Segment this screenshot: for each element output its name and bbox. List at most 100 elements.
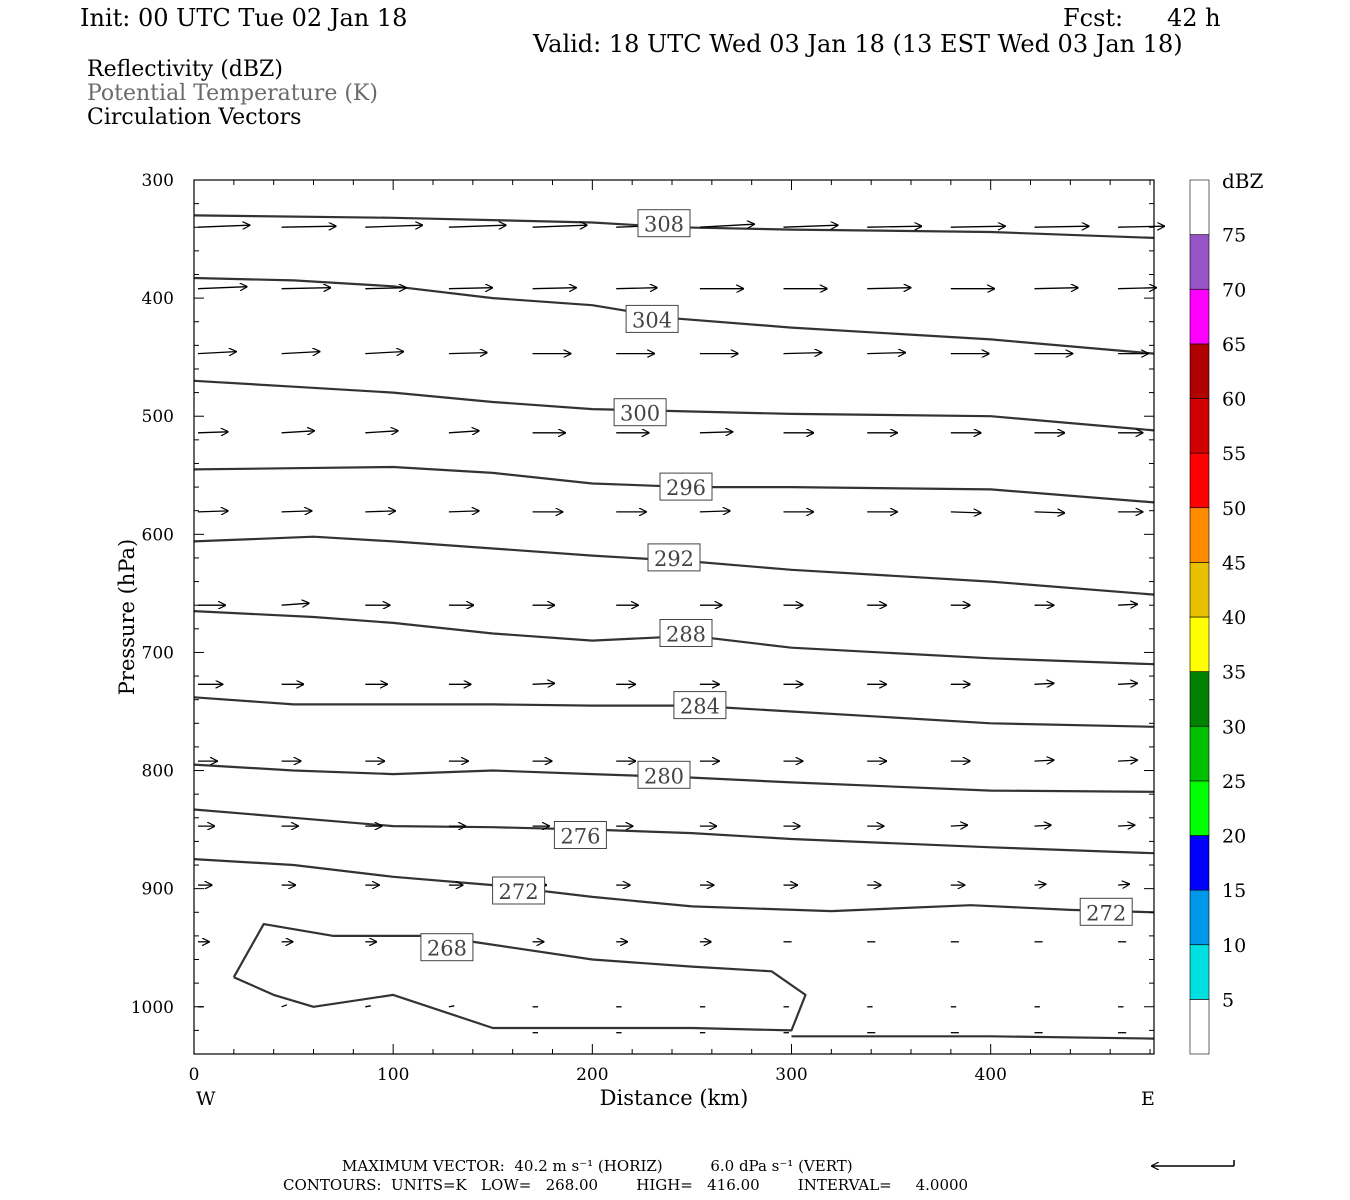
circulation-vector (699, 511, 730, 512)
circulation-vector (197, 287, 247, 289)
colorbar-swatch (1189, 725, 1210, 782)
circulation-vector (532, 225, 587, 227)
circulation-vector (281, 226, 336, 227)
contour-label-text: 308 (644, 213, 684, 237)
x-tick-label: 400 (974, 1065, 1006, 1085)
circulation-vector (532, 683, 555, 684)
circulation-vector (1118, 226, 1164, 227)
circulation-vector (281, 431, 314, 433)
y-tick-label: 600 (142, 525, 174, 545)
colorbar-label: 45 (1222, 552, 1246, 574)
field-reflectivity: Reflectivity (dBZ) (87, 57, 283, 82)
colorbar-swatch (1189, 780, 1210, 836)
colorbar-swatch (1189, 507, 1210, 563)
contour-label: 272 (492, 876, 546, 905)
circulation-vector (1118, 825, 1134, 826)
contour-line-280 (193, 763, 1155, 793)
contour-label-text: 288 (666, 623, 706, 647)
y-tick-label: 700 (142, 643, 174, 663)
y-tick-label: 900 (142, 880, 174, 900)
colorbar-swatch (1189, 671, 1210, 727)
field-circulation-vectors: Circulation Vectors (87, 105, 302, 130)
contour-label-text: 280 (644, 764, 684, 788)
circulation-vector (281, 603, 309, 605)
y-axis-title: Pressure (hPa) (115, 539, 139, 695)
contour-label-text: 300 (620, 402, 660, 426)
contour-label-text: 268 (427, 937, 467, 961)
circulation-vector (867, 353, 905, 354)
contour-label-text: 296 (666, 476, 706, 500)
circulation-vector (197, 432, 228, 433)
contour-label-text: 272 (499, 880, 539, 904)
circulation-vector (783, 353, 822, 354)
contour-line-292 (193, 535, 1155, 596)
init-time: Init: 00 UTC Tue 02 Jan 18 (80, 4, 408, 32)
circulation-vector (448, 431, 479, 433)
contour-line-288 (193, 610, 1155, 666)
colorbar-swatch (1189, 999, 1210, 1055)
contour-label-text: 284 (680, 695, 720, 719)
circulation-vector (1034, 226, 1089, 227)
contour-label-text: 272 (1086, 901, 1126, 925)
x-tick-label: 100 (377, 1065, 409, 1085)
circulation-vector (1118, 683, 1137, 684)
contour-line-surface (791, 1035, 1155, 1040)
y-tick-label: 300 (142, 171, 174, 191)
colorbar-swatch (1189, 944, 1210, 1000)
circulation-vector (1118, 604, 1137, 605)
colorbar-label: 70 (1222, 279, 1246, 301)
contours-note: CONTOURS: UNITS=K LOW= 268.00 HIGH= 416.… (283, 1176, 969, 1194)
x-tick-label: 300 (775, 1065, 807, 1085)
circulation-vector (281, 288, 331, 289)
circulation-vector (197, 225, 249, 227)
circulation-vector (616, 288, 657, 289)
colorbar-label: 40 (1222, 607, 1246, 629)
circulation-vector (365, 511, 395, 512)
x-tick-label: 200 (576, 1065, 608, 1085)
circulation-vector (365, 225, 422, 227)
forecast-hours: 42 h (1167, 4, 1221, 32)
colorbar-swatch (1189, 234, 1210, 290)
colorbar-swatch (1189, 343, 1210, 399)
circulation-vector (1118, 884, 1129, 885)
y-tick-label: 1000 (131, 998, 174, 1018)
circulation-vector (1034, 512, 1065, 513)
colorbar-swatch (1189, 398, 1210, 454)
x-tick-label: 0 (189, 1065, 200, 1085)
circulation-vector (448, 225, 506, 227)
contour-label: 296 (659, 472, 713, 501)
y-tick-label: 800 (142, 762, 174, 782)
colorbar-label: 20 (1222, 826, 1246, 848)
x-end-label-east: E (1141, 1088, 1155, 1110)
circulation-vector (1034, 760, 1054, 761)
contour-line-276 (193, 808, 1155, 855)
y-tick-label: 500 (142, 407, 174, 427)
colorbar-swatch (1189, 452, 1210, 509)
x-axis-title: Distance (km) (600, 1086, 749, 1110)
colorbar-swatch (1189, 562, 1210, 618)
circulation-vector (699, 432, 732, 433)
colorbar-label: 15 (1222, 880, 1246, 902)
circulation-vector (281, 1004, 288, 1008)
circulation-vector (783, 225, 838, 227)
x-end-label-west: W (196, 1088, 216, 1110)
field-potential-temperature: Potential Temperature (K) (87, 81, 378, 106)
circulation-vector (1034, 288, 1078, 289)
colorbar-label: 55 (1222, 443, 1246, 465)
circulation-vector (532, 288, 576, 289)
contour-label: 300 (613, 398, 667, 427)
circulation-vector (448, 288, 492, 289)
contour-label-text: 304 (632, 308, 672, 332)
reference-vector (1152, 1160, 1235, 1166)
colorbar-swatch (1189, 288, 1210, 345)
colorbar-swatch (1189, 616, 1210, 672)
contour-line-300 (193, 379, 1155, 432)
contour-label: 292 (647, 543, 701, 572)
colorbar-title: dBZ (1222, 169, 1264, 193)
contour-line-268 (232, 922, 807, 1032)
circulation-vector (197, 511, 228, 512)
colorbar-label: 30 (1222, 716, 1246, 738)
circulation-vector (365, 352, 403, 354)
contour-label: 304 (625, 304, 679, 333)
